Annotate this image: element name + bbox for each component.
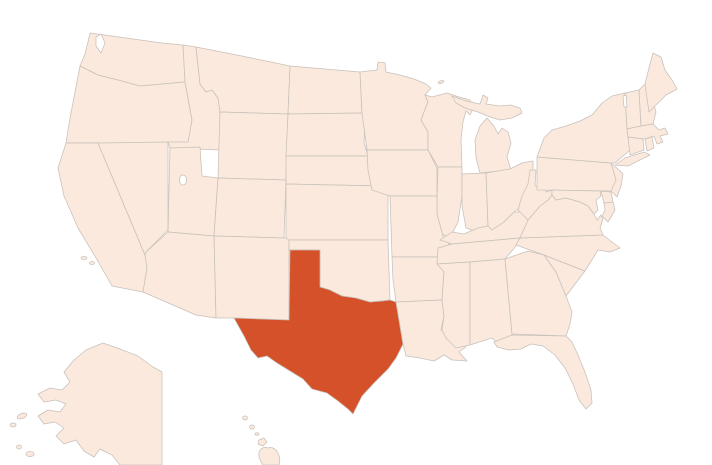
state-texas[interactable] xyxy=(233,249,404,415)
state-arizona[interactable] xyxy=(142,231,217,319)
hawaii-island-molokai[interactable] xyxy=(254,432,260,436)
state-maine[interactable] xyxy=(644,52,678,113)
state-vermont[interactable] xyxy=(624,89,642,130)
state-minnesota[interactable] xyxy=(359,61,432,151)
alaska-island[interactable] xyxy=(16,412,28,420)
channel-island[interactable] xyxy=(89,261,95,265)
state-wisconsin[interactable] xyxy=(420,92,475,168)
hawaii-island-kauai[interactable] xyxy=(242,415,248,421)
state-south-dakota[interactable] xyxy=(285,112,369,157)
alaska-island[interactable] xyxy=(16,444,22,450)
state-florida[interactable] xyxy=(493,334,593,410)
state-new-york[interactable] xyxy=(536,92,631,164)
state-north-dakota[interactable] xyxy=(287,65,363,115)
hawaii-island-hawaii[interactable] xyxy=(258,447,281,465)
state-kansas[interactable] xyxy=(285,183,389,241)
state-delaware[interactable] xyxy=(600,190,614,204)
long-island[interactable] xyxy=(614,151,651,167)
state-connecticut[interactable] xyxy=(627,136,645,156)
great-salt-lake xyxy=(179,174,187,186)
hawaii-island-maui[interactable] xyxy=(257,437,268,447)
alaska-island[interactable] xyxy=(9,422,17,428)
state-georgia[interactable] xyxy=(504,250,573,337)
isle-royale-island[interactable] xyxy=(437,80,445,84)
state-louisiana[interactable] xyxy=(395,299,468,362)
state-utah[interactable] xyxy=(167,146,219,237)
puget-sound xyxy=(95,33,106,54)
state-michigan[interactable] xyxy=(474,117,512,174)
state-michigan-upper-peninsula[interactable] xyxy=(451,94,523,121)
alaska-island[interactable] xyxy=(25,451,35,457)
state-north-carolina[interactable] xyxy=(515,234,621,272)
state-new-mexico[interactable] xyxy=(213,235,290,321)
state-rhode-island[interactable] xyxy=(644,136,655,152)
state-colorado[interactable] xyxy=(213,177,287,239)
state-nevada[interactable] xyxy=(97,141,169,256)
state-montana[interactable] xyxy=(195,46,291,115)
state-indiana[interactable] xyxy=(461,172,489,233)
state-alaska[interactable] xyxy=(37,342,163,465)
hawaii-island-oahu[interactable] xyxy=(249,424,255,430)
state-iowa[interactable] xyxy=(366,149,438,197)
channel-island[interactable] xyxy=(80,256,88,260)
state-wyoming[interactable] xyxy=(217,111,289,181)
lake-champlain xyxy=(622,94,628,108)
state-new-jersey[interactable] xyxy=(610,162,624,198)
